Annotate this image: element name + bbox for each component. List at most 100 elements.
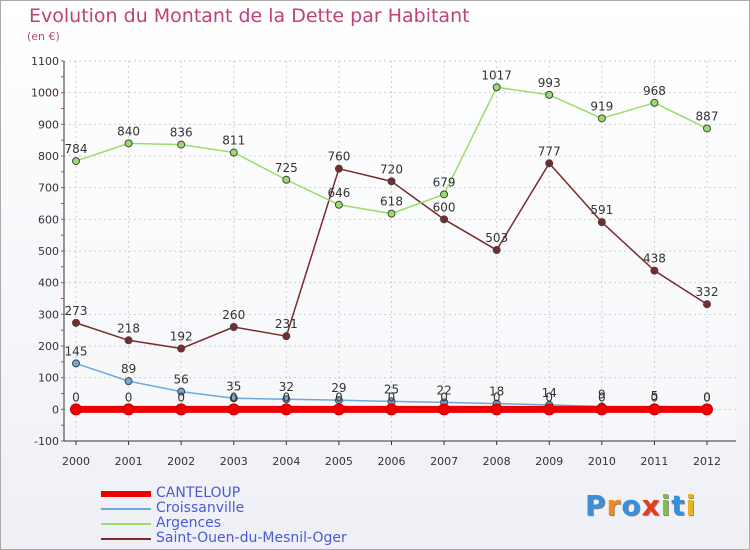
proxiti-logo: Proxiti	[585, 489, 697, 522]
data-label: 600	[433, 200, 456, 214]
data-label: 0	[283, 390, 291, 404]
y-tick-label: 0	[52, 403, 59, 416]
data-label: 273	[65, 304, 88, 318]
data-label: 218	[117, 321, 140, 335]
x-tick-label: 2005	[325, 455, 353, 468]
data-point	[438, 403, 451, 416]
y-tick-label: 900	[38, 118, 59, 131]
data-label: 35	[226, 379, 241, 393]
data-label: 646	[327, 186, 350, 200]
data-point	[703, 124, 711, 133]
y-tick-label: 800	[38, 150, 59, 163]
data-point	[72, 359, 80, 368]
data-point	[385, 403, 398, 416]
y-tick-label: 600	[38, 213, 59, 226]
data-point	[124, 139, 133, 148]
y-tick-label: 1000	[31, 87, 59, 100]
data-point	[597, 114, 606, 123]
chart-subtitle: (en €)	[27, 30, 60, 43]
x-tick-label: 2008	[483, 455, 511, 468]
data-label: 260	[222, 308, 245, 322]
data-point	[440, 190, 449, 199]
data-label: 968	[643, 84, 666, 98]
data-point	[70, 403, 82, 416]
data-label: 0	[545, 390, 553, 404]
legend-swatch-argences	[101, 523, 151, 525]
data-point	[650, 98, 659, 107]
data-point	[595, 403, 608, 416]
x-tick-label: 2009	[535, 455, 563, 468]
x-tick-label: 2001	[115, 455, 143, 468]
x-tick-label: 2000	[62, 455, 90, 468]
data-point	[334, 164, 343, 173]
data-point	[440, 215, 449, 224]
data-point	[650, 266, 659, 275]
x-tick-label: 2012	[693, 455, 721, 468]
data-point	[701, 403, 713, 416]
data-label: 89	[121, 362, 136, 376]
data-label: 18	[489, 385, 504, 399]
y-tick-label: 500	[38, 245, 59, 258]
x-tick-label: 2004	[272, 455, 300, 468]
data-label: 0	[493, 390, 501, 404]
data-label: 503	[485, 231, 508, 245]
y-tick-label: 300	[38, 308, 59, 321]
y-tick-label: 100	[38, 372, 59, 385]
data-label: 720	[380, 162, 403, 176]
data-label: 0	[72, 390, 80, 404]
data-point	[175, 403, 188, 416]
data-label: 784	[65, 142, 88, 156]
data-point	[282, 332, 291, 341]
legend-label-saint-ouen: Saint-Ouen-du-Mesnil-Oger	[156, 530, 347, 546]
data-point	[72, 318, 80, 327]
data-label: 993	[538, 76, 561, 90]
data-label: 919	[590, 99, 613, 113]
data-label: 56	[174, 373, 189, 387]
data-point	[387, 209, 396, 218]
data-label: 836	[170, 126, 193, 140]
legend-label-canteloup: CANTELOUP	[156, 485, 241, 501]
data-point	[334, 200, 343, 209]
data-point	[332, 403, 345, 416]
data-label: 192	[170, 330, 193, 344]
data-label: 0	[703, 390, 711, 404]
y-tick-label: 400	[38, 277, 59, 290]
data-point	[492, 246, 501, 255]
x-tick-label: 2011	[640, 455, 668, 468]
data-point	[648, 403, 661, 416]
data-label: 0	[598, 390, 606, 404]
data-point	[177, 387, 186, 396]
data-point	[543, 403, 556, 416]
y-tick-label: 1100	[31, 55, 59, 68]
data-point	[490, 403, 503, 416]
data-label: 0	[125, 390, 133, 404]
data-label: 840	[117, 124, 140, 138]
x-tick-label: 2010	[588, 455, 616, 468]
data-label: 25	[384, 382, 399, 396]
data-label: 5	[651, 389, 659, 403]
data-point	[282, 395, 291, 404]
data-label: 9	[598, 387, 606, 401]
data-label: 332	[696, 285, 719, 299]
x-tick-label: 2006	[378, 455, 406, 468]
data-point	[229, 323, 238, 331]
data-point	[229, 148, 238, 157]
data-point	[124, 336, 133, 345]
data-point	[545, 90, 554, 99]
data-point	[124, 377, 133, 386]
data-label: 0	[177, 390, 185, 404]
data-label: 1017	[481, 68, 512, 82]
y-tick-label: 700	[38, 182, 59, 195]
x-tick-label: 2002	[167, 455, 195, 468]
data-label: 760	[327, 150, 350, 164]
x-tick-label: 2003	[220, 455, 248, 468]
legend-swatch-saint-ouen	[101, 538, 151, 540]
data-label: 0	[651, 390, 659, 404]
legend-swatch-croissanville	[101, 508, 151, 510]
data-label: 887	[696, 109, 719, 123]
data-point	[122, 403, 135, 416]
data-point	[72, 157, 80, 166]
data-point	[280, 403, 293, 416]
data-label: 591	[590, 203, 613, 217]
